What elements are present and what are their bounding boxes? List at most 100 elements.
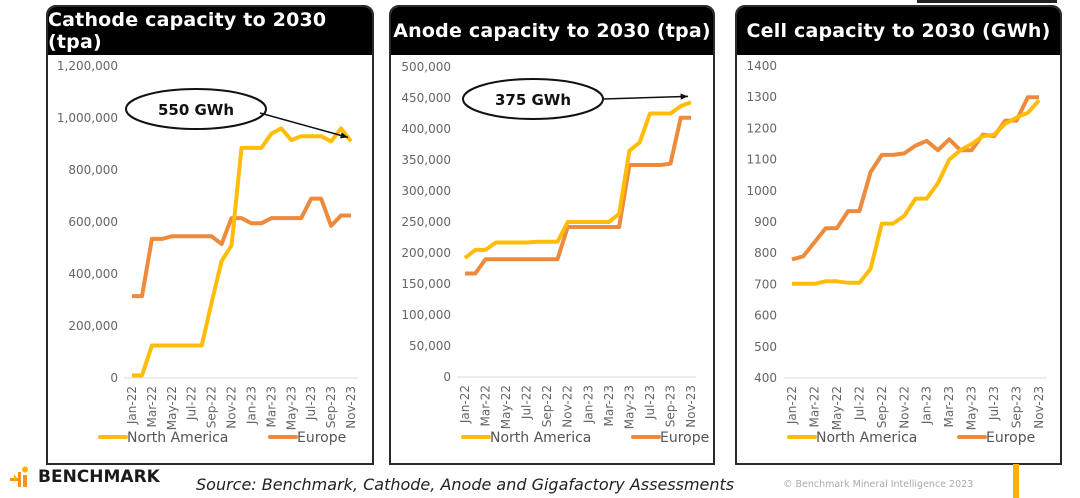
callout-label: 375 GWh bbox=[495, 91, 571, 109]
y-tick-label: 500,000 bbox=[401, 60, 451, 74]
y-tick-label: 800,000 bbox=[68, 163, 118, 177]
y-tick-label: 100,000 bbox=[401, 308, 451, 322]
y-tick-label: 200,000 bbox=[401, 246, 451, 260]
series-line-europe bbox=[132, 196, 351, 299]
top-edge-line bbox=[917, 0, 1057, 3]
chart-title: Cell capacity to 2030 (GWh) bbox=[737, 7, 1060, 55]
benchmark-logo: BENCHMARK bbox=[8, 466, 160, 488]
x-tick-label: Jan-23 bbox=[920, 386, 934, 425]
y-tick-label: 500 bbox=[754, 340, 777, 354]
callout-arrow-head-icon bbox=[680, 93, 688, 100]
x-tick-label: May-22 bbox=[165, 386, 179, 430]
y-tick-label: 450,000 bbox=[401, 91, 451, 105]
x-tick-label: May-23 bbox=[284, 386, 298, 430]
y-tick-label: 350,000 bbox=[401, 153, 451, 167]
cell-chart-panel: Cell capacity to 2030 (GWh) 400 500 600 700… bbox=[735, 5, 1062, 465]
x-tick-label: Nov-22 bbox=[897, 386, 911, 429]
x-tick-label: Sep-23 bbox=[1010, 386, 1024, 428]
x-tick-label: Jul-22 bbox=[520, 385, 534, 420]
y-tick-label: 400 bbox=[754, 371, 777, 385]
x-tick-label: Sep-22 bbox=[205, 386, 219, 428]
y-tick-label: 0 bbox=[110, 371, 118, 385]
series-line-north-america bbox=[463, 100, 692, 260]
x-tick-label: Sep-22 bbox=[875, 386, 889, 428]
y-tick-label: 600,000 bbox=[68, 215, 118, 229]
x-tick-label: Mar-23 bbox=[264, 386, 278, 427]
y-tick-label: 1300 bbox=[746, 90, 777, 104]
x-tick-label: May-23 bbox=[622, 385, 636, 429]
x-tick-label: Nov-22 bbox=[225, 386, 239, 429]
series-line-north-america bbox=[132, 126, 353, 378]
x-tick-label: Mar-22 bbox=[145, 386, 159, 427]
benchmark-logo-icon bbox=[10, 466, 28, 487]
legend-label-north-america: North America bbox=[127, 430, 228, 446]
source-note: Source: Benchmark, Cathode, Anode and Gi… bbox=[196, 475, 735, 494]
brand-name: BENCHMARK bbox=[38, 467, 160, 487]
x-tick-label: Jan-23 bbox=[581, 385, 595, 424]
cathode-chart-svg: 0 200,000 400,000 600,000 800,000 1,000,000 1,… bbox=[57, 59, 358, 446]
series-line-europe bbox=[465, 115, 691, 276]
y-tick-label: 700 bbox=[754, 277, 777, 291]
y-tick-label: 200,000 bbox=[68, 319, 118, 333]
x-tick-label: Jan-22 bbox=[125, 386, 139, 425]
x-tick-label: Jul-23 bbox=[987, 386, 1001, 421]
legend-label-europe: Europe bbox=[297, 430, 346, 446]
y-tick-label: 50,000 bbox=[409, 339, 451, 353]
chart-title: Cathode capacity to 2030 (tpa) bbox=[48, 7, 372, 55]
x-tick-label: Nov-23 bbox=[684, 385, 698, 428]
legend-label-north-america: North America bbox=[490, 430, 591, 446]
y-tick-label: 800 bbox=[754, 246, 777, 260]
x-tick-label: Nov-23 bbox=[1032, 386, 1046, 429]
anode-chart-svg: 0 50,000 100,000 150,000 200,000 250,000 300,0… bbox=[401, 60, 709, 446]
legend-label-europe: Europe bbox=[986, 430, 1035, 446]
x-tick-label: May-23 bbox=[965, 386, 979, 430]
x-tick-label: Sep-23 bbox=[663, 385, 677, 427]
anode-chart-panel: Anode capacity to 2030 (tpa) 0 50,000 100,… bbox=[389, 5, 715, 465]
x-tick-label: Jan-22 bbox=[785, 386, 799, 425]
y-tick-label: 1,200,000 bbox=[57, 59, 118, 73]
x-tick-label: Jul-22 bbox=[852, 386, 866, 421]
y-tick-label: 900 bbox=[754, 215, 777, 229]
legend-label-north-america: North America bbox=[816, 430, 917, 446]
callout-label: 550 GWh bbox=[158, 101, 234, 119]
callout-arrow-line bbox=[259, 112, 349, 139]
y-tick-label: 400,000 bbox=[401, 122, 451, 136]
x-tick-label: Jul-22 bbox=[185, 386, 199, 421]
y-tick-label: 0 bbox=[443, 370, 451, 384]
y-tick-label: 1100 bbox=[746, 153, 777, 167]
x-tick-label: Nov-23 bbox=[344, 386, 358, 429]
series-line-north-america bbox=[792, 98, 1041, 286]
x-tick-label: May-22 bbox=[499, 385, 513, 429]
series-line-europe bbox=[791, 95, 1039, 262]
y-tick-label: 600 bbox=[754, 309, 777, 323]
copyright-note: © Benchmark Mineral Intelligence 2023 bbox=[783, 479, 974, 490]
x-tick-label: Mar-23 bbox=[602, 385, 616, 426]
x-tick-label: Mar-22 bbox=[807, 386, 821, 427]
x-tick-label: Sep-23 bbox=[324, 386, 338, 428]
callout-ellipse bbox=[125, 88, 267, 130]
x-tick-label: Jul-23 bbox=[304, 386, 318, 421]
y-tick-label: 1400 bbox=[746, 59, 777, 73]
y-tick-label: 400,000 bbox=[68, 267, 118, 281]
y-tick-label: 1000 bbox=[746, 184, 777, 198]
y-tick-label: 300,000 bbox=[401, 184, 451, 198]
cell-chart-svg: 400 500 600 700 800 900 1000 1100 1200 1300 1400 Ja… bbox=[746, 59, 1047, 446]
y-tick-label: 250,000 bbox=[401, 215, 451, 229]
x-tick-label: Nov-22 bbox=[561, 385, 575, 428]
x-tick-label: Jul-23 bbox=[643, 385, 657, 420]
x-tick-label: Sep-22 bbox=[540, 385, 554, 427]
callout-arrow-line bbox=[602, 95, 689, 100]
legend-label-europe: Europe bbox=[660, 430, 709, 446]
x-tick-label: May-22 bbox=[830, 386, 844, 430]
x-tick-label: Mar-23 bbox=[942, 386, 956, 427]
accent-bar bbox=[1013, 464, 1019, 498]
cathode-chart-panel: Cathode capacity to 2030 (tpa) 0 200,000 4… bbox=[46, 5, 374, 465]
x-tick-label: Mar-22 bbox=[479, 385, 493, 426]
y-tick-label: 150,000 bbox=[401, 277, 451, 291]
chart-title: Anode capacity to 2030 (tpa) bbox=[391, 7, 713, 55]
y-tick-label: 1200 bbox=[746, 121, 777, 135]
x-tick-label: Jan-22 bbox=[458, 385, 472, 424]
callout-arrow-head-icon bbox=[340, 132, 348, 139]
x-tick-label: Jan-23 bbox=[244, 386, 258, 425]
y-tick-label: 1,000,000 bbox=[57, 111, 118, 125]
